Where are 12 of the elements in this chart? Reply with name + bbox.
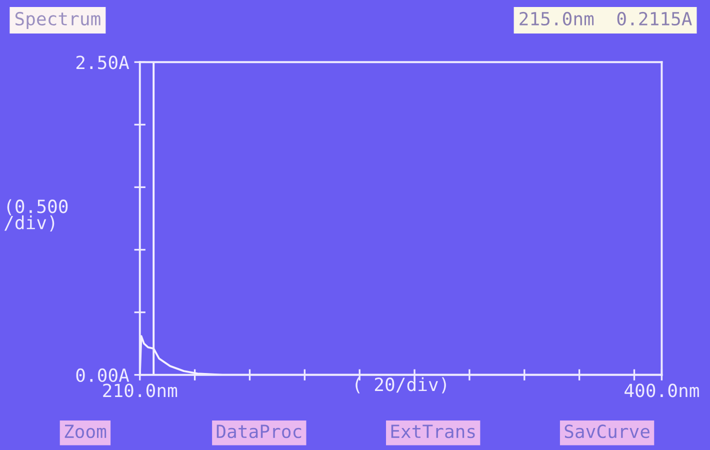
chart-title: Spectrum [15, 12, 100, 30]
text: ExtTrans [391, 424, 475, 438]
text: SavCurve [564, 424, 650, 438]
y-tick-label: 0.00A [76, 368, 130, 382]
y-tick-label: 2.50A [76, 56, 130, 70]
text: DataProc [216, 424, 302, 438]
x-tick-label: 400.0nm [624, 384, 699, 398]
text: 215.0nm 0.2115A [520, 12, 692, 26]
text: Zoom [64, 424, 106, 438]
y-axis-title: (0.500 /div) [4, 199, 68, 232]
x-axis-title: ( 20/div) [356, 377, 446, 394]
x-tick-label: 210.0nm [103, 384, 178, 398]
